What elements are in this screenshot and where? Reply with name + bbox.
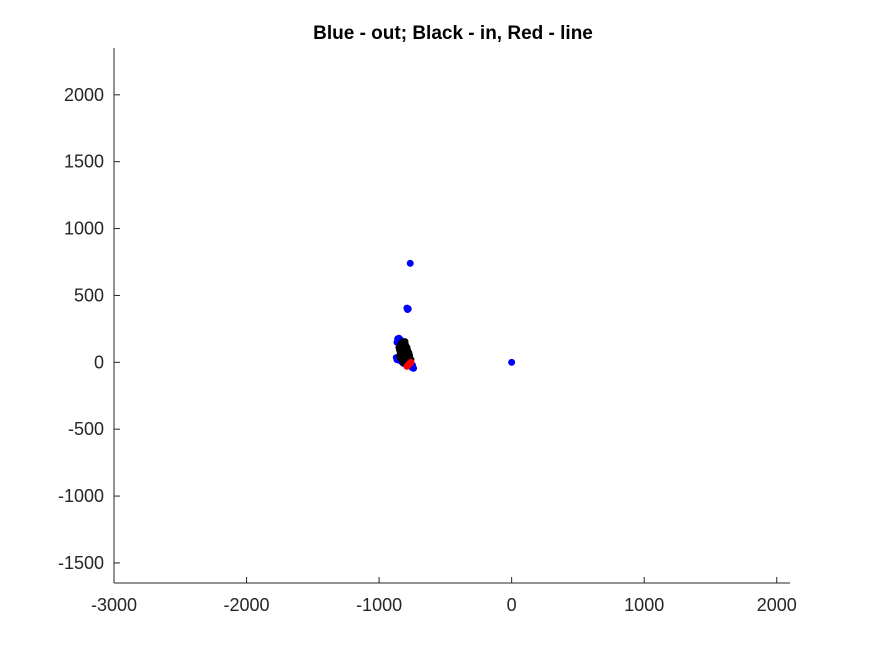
y-tick-label: 2000 bbox=[64, 85, 104, 105]
in-point bbox=[401, 338, 409, 346]
y-ticks: -1500 -1000 -500 0 500 1000 1500 2000 bbox=[58, 85, 120, 573]
x-tick-label: -2000 bbox=[224, 595, 270, 615]
out-point bbox=[403, 304, 411, 312]
x-tick-label: 0 bbox=[507, 595, 517, 615]
line-point bbox=[407, 358, 415, 366]
x-tick-label: -1000 bbox=[356, 595, 402, 615]
out-point bbox=[508, 358, 516, 366]
x-tick-label: 1000 bbox=[624, 595, 664, 615]
x-tick-label: -3000 bbox=[91, 595, 137, 615]
series-2 bbox=[403, 358, 415, 370]
y-tick-label: 0 bbox=[94, 352, 104, 372]
chart-title: Blue - out; Black - in, Red - line bbox=[313, 23, 593, 44]
x-tick-label: 2000 bbox=[757, 595, 797, 615]
y-tick-label: -1500 bbox=[58, 553, 104, 573]
out-point bbox=[406, 259, 414, 267]
y-tick-label: 1500 bbox=[64, 152, 104, 172]
y-tick-label: -500 bbox=[68, 419, 104, 439]
y-tick-label: 1000 bbox=[64, 219, 104, 239]
x-ticks: -3000 -2000 -1000 0 1000 2000 bbox=[91, 577, 797, 615]
axes: -3000 -2000 -1000 0 1000 2000 -1500 -1000 -500 0… bbox=[58, 48, 797, 615]
plot-area bbox=[392, 259, 516, 372]
y-tick-label: -1000 bbox=[58, 486, 104, 506]
in-point bbox=[403, 344, 411, 352]
y-tick-label: 500 bbox=[74, 285, 104, 305]
in-point bbox=[396, 346, 404, 354]
